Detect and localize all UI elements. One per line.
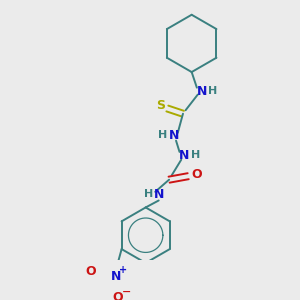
- Text: H: H: [158, 130, 168, 140]
- Text: N: N: [179, 149, 189, 162]
- Text: O: O: [85, 265, 96, 278]
- Text: H: H: [190, 150, 200, 161]
- Text: N: N: [111, 270, 122, 284]
- Text: O: O: [113, 291, 123, 300]
- Text: −: −: [122, 286, 131, 297]
- Text: +: +: [119, 265, 128, 275]
- Text: N: N: [169, 129, 179, 142]
- Text: O: O: [192, 168, 202, 181]
- Text: H: H: [144, 189, 153, 200]
- Text: N: N: [154, 188, 164, 201]
- Text: S: S: [156, 99, 165, 112]
- Text: N: N: [197, 85, 207, 98]
- Text: H: H: [208, 86, 217, 96]
